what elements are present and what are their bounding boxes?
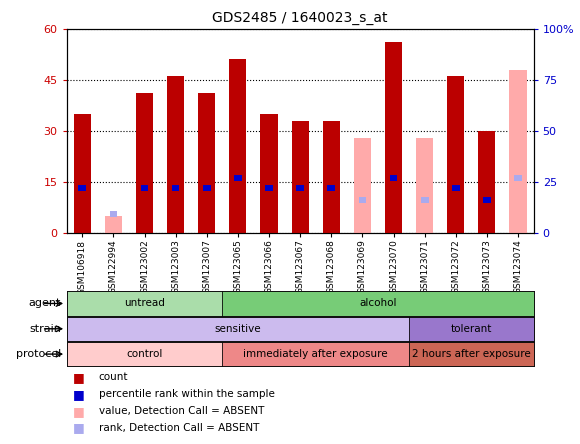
- Text: protocol: protocol: [16, 349, 61, 359]
- Bar: [78, 185, 86, 191]
- Text: rank, Detection Call = ABSENT: rank, Detection Call = ABSENT: [99, 423, 259, 433]
- Bar: [67, 342, 222, 366]
- Bar: [478, 131, 495, 233]
- Text: value, Detection Call = ABSENT: value, Detection Call = ABSENT: [99, 406, 264, 416]
- Bar: [447, 76, 465, 233]
- Text: 2 hours after exposure: 2 hours after exposure: [412, 349, 531, 359]
- Text: percentile rank within the sample: percentile rank within the sample: [99, 389, 274, 399]
- Text: tolerant: tolerant: [451, 324, 492, 334]
- Bar: [198, 93, 215, 233]
- Bar: [354, 138, 371, 233]
- Text: untread: untread: [124, 298, 165, 309]
- Bar: [385, 43, 402, 233]
- Bar: [74, 114, 91, 233]
- Bar: [292, 121, 309, 233]
- Bar: [167, 76, 184, 233]
- Bar: [105, 216, 122, 233]
- Bar: [110, 211, 117, 218]
- Text: ■: ■: [72, 421, 84, 435]
- Text: sensitive: sensitive: [215, 324, 261, 334]
- Text: alcohol: alcohol: [359, 298, 397, 309]
- Bar: [141, 185, 148, 191]
- Bar: [514, 174, 522, 181]
- Text: ■: ■: [72, 371, 84, 384]
- Bar: [409, 342, 534, 366]
- Bar: [265, 185, 273, 191]
- Bar: [222, 291, 534, 316]
- Text: immediately after exposure: immediately after exposure: [244, 349, 388, 359]
- Bar: [260, 114, 278, 233]
- Text: agent: agent: [28, 298, 61, 309]
- Bar: [358, 197, 366, 203]
- Bar: [416, 138, 433, 233]
- Bar: [136, 93, 153, 233]
- Text: strain: strain: [29, 324, 61, 334]
- Text: ■: ■: [72, 388, 84, 401]
- Bar: [172, 185, 179, 191]
- Bar: [229, 59, 246, 233]
- Bar: [234, 174, 242, 181]
- Bar: [509, 70, 527, 233]
- Bar: [203, 185, 211, 191]
- Bar: [409, 317, 534, 341]
- Bar: [483, 197, 491, 203]
- Text: count: count: [99, 373, 128, 382]
- Text: control: control: [126, 349, 163, 359]
- Title: GDS2485 / 1640023_s_at: GDS2485 / 1640023_s_at: [212, 11, 388, 25]
- Bar: [222, 342, 409, 366]
- Bar: [328, 185, 335, 191]
- Bar: [67, 291, 222, 316]
- Bar: [452, 185, 459, 191]
- Bar: [421, 197, 429, 203]
- Bar: [296, 185, 304, 191]
- Bar: [67, 317, 409, 341]
- Bar: [322, 121, 340, 233]
- Bar: [390, 174, 397, 181]
- Text: ■: ■: [72, 404, 84, 418]
